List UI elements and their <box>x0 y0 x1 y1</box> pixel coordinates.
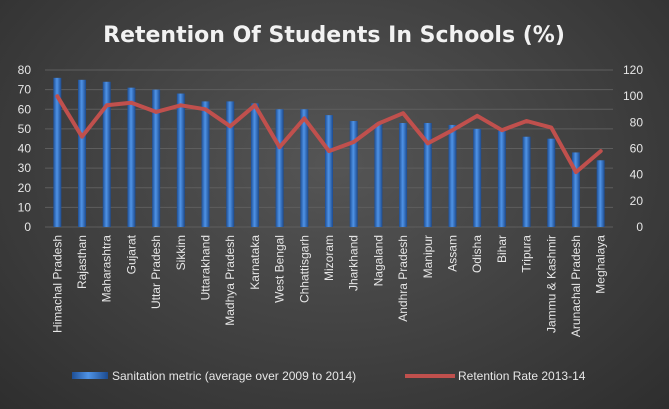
bar <box>325 115 333 227</box>
x-axis: Himachal Pradesh Rajasthan Maharashtra Guja… <box>50 234 607 337</box>
x-tick-label: Karnataka <box>248 235 262 290</box>
x-tick-label: Arunachal Pradesh <box>569 235 583 337</box>
y-right-tick-label: 60 <box>630 142 644 156</box>
legend-bar-label: Sanitation metric (average over 2009 to … <box>112 369 356 383</box>
x-tick-label: Manipur <box>421 235 435 278</box>
y-left-tick-label: 50 <box>18 122 32 136</box>
bar <box>152 89 161 227</box>
y-right-tick-label: 100 <box>623 89 643 103</box>
bar <box>102 81 111 228</box>
bar-series <box>53 77 605 228</box>
legend: Sanitation metric (average over 2009 to … <box>72 369 586 383</box>
x-tick-label: Assam <box>445 235 459 272</box>
bar <box>473 128 482 227</box>
x-tick-label: Madhya Pradesh <box>223 235 237 326</box>
bar <box>53 77 62 227</box>
retention-line <box>55 94 603 175</box>
y-left-tick-label: 30 <box>18 161 32 175</box>
legend-bar-swatch <box>72 372 108 379</box>
y-left-tick-label: 70 <box>18 83 32 97</box>
x-tick-label: Andhra Pradesh <box>396 235 410 322</box>
y-left-tick-label: 20 <box>18 181 32 195</box>
y-right-tick-label: 20 <box>630 194 644 208</box>
x-tick-label: Meghalaya <box>594 235 608 294</box>
x-tick-label: Mizoram <box>322 235 336 281</box>
x-tick-label: Tripura <box>520 235 534 273</box>
bar <box>374 122 383 227</box>
bar <box>571 152 580 227</box>
x-tick-label: Sikkim <box>174 235 188 270</box>
x-tick-label: Jharkhand <box>347 235 361 291</box>
x-tick-label: Himachal Pradesh <box>50 235 64 333</box>
y-left-tick-label: 0 <box>24 220 31 234</box>
y-axis-left: 0 10 20 30 40 50 60 70 80 <box>18 63 32 234</box>
y-left-tick-label: 60 <box>18 102 32 116</box>
bar <box>399 122 408 227</box>
bar <box>275 109 284 227</box>
bar <box>127 87 136 227</box>
x-tick-label: Uttarakhand <box>199 235 213 300</box>
y-right-tick-label: 40 <box>630 168 644 182</box>
chart-title: Retention Of Students In Schools (%) <box>103 23 565 48</box>
legend-line-label: Retention Rate 2013-14 <box>458 369 586 383</box>
y-left-tick-label: 80 <box>18 63 32 77</box>
y-right-tick-label: 120 <box>623 63 643 77</box>
x-tick-label: Bihar <box>495 235 509 263</box>
y-axis-right: 0 20 40 60 80 100 120 <box>623 63 643 234</box>
y-right-tick-label: 80 <box>630 115 644 129</box>
bar <box>226 101 235 227</box>
line-series <box>55 94 603 175</box>
bar <box>349 121 358 227</box>
bar <box>522 136 531 227</box>
bar <box>176 93 185 227</box>
bar <box>547 138 556 227</box>
x-tick-label: Jammu & Kashmir <box>544 235 558 333</box>
x-tick-label: Rajasthan <box>75 235 89 289</box>
bar <box>423 122 432 227</box>
bar <box>201 101 210 227</box>
y-left-tick-label: 10 <box>18 200 32 214</box>
x-tick-label: West Bengal <box>273 235 287 303</box>
x-tick-label: Nagaland <box>371 235 385 286</box>
bar <box>250 103 259 227</box>
y-right-tick-label: 0 <box>636 220 643 234</box>
x-tick-label: Maharashtra <box>100 235 114 303</box>
bar <box>78 79 87 227</box>
x-tick-label: Gujarat <box>124 234 138 274</box>
x-tick-label: Odisha <box>470 235 484 273</box>
bar <box>300 109 309 227</box>
x-tick-label: Chhattisgarh <box>297 235 311 303</box>
bar <box>596 160 605 227</box>
x-tick-label: Uttar Pradesh <box>149 235 163 309</box>
bar <box>497 130 506 227</box>
bar <box>448 124 457 227</box>
y-left-tick-label: 40 <box>18 142 32 156</box>
